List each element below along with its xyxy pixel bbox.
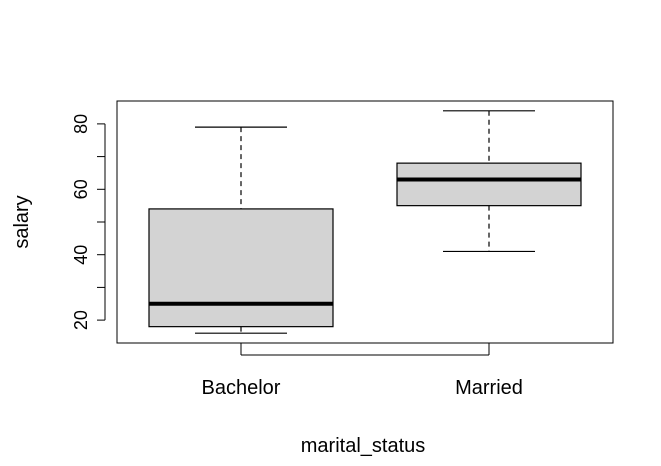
iqr-box [396, 162, 582, 207]
x-tick-label: Bachelor [202, 377, 281, 399]
plot-frame [116, 100, 614, 344]
box-bachelor [148, 126, 334, 334]
x-tick-label: Married [455, 377, 523, 399]
boxes-layer [148, 110, 582, 334]
y-tick-label: 60 [71, 179, 91, 199]
y-axis: 20 40 60 80 [71, 114, 106, 330]
x-axis-label: marital_status [301, 435, 426, 457]
x-axis: Bachelor Married [202, 343, 523, 399]
box-married [396, 110, 582, 253]
y-axis-label: salary [11, 195, 33, 248]
iqr-box [148, 208, 334, 328]
y-tick-label: 80 [71, 114, 91, 134]
y-tick-label: 40 [71, 245, 91, 265]
y-tick-label: 20 [71, 310, 91, 330]
